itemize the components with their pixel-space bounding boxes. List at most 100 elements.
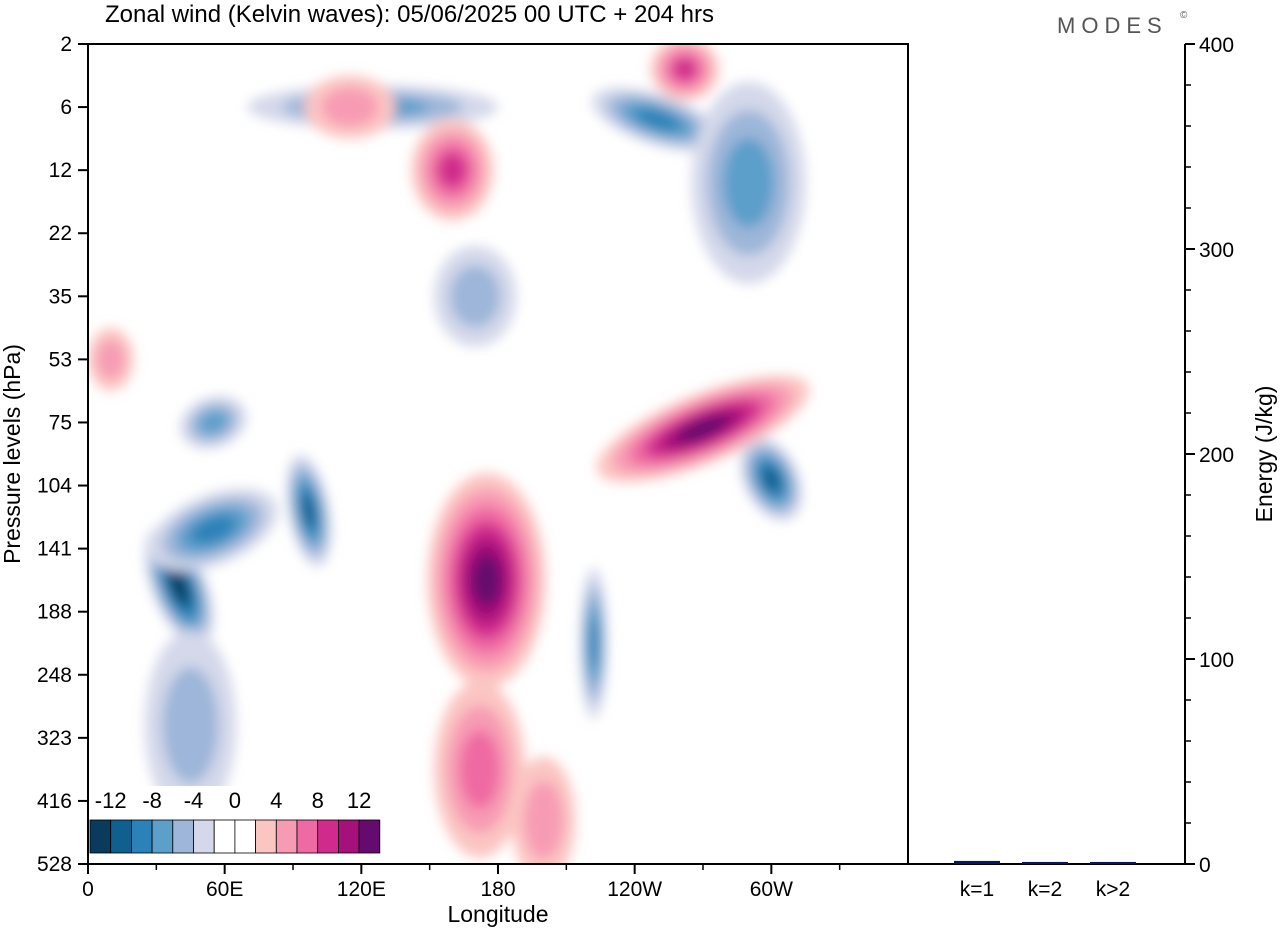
colorbar-swatch <box>234 819 256 854</box>
easterly-anomaly-9 <box>434 245 517 347</box>
colorbar-swatch <box>172 819 194 854</box>
colorbar-swatch <box>89 819 112 854</box>
contour-level <box>438 152 467 188</box>
colorbar-swatch <box>213 819 236 854</box>
colorbar-swatch <box>255 819 277 854</box>
colorbar-label: 4 <box>270 788 282 813</box>
contour-layers <box>88 44 810 864</box>
colorbar-swatch <box>337 819 360 854</box>
y-tick-label: 188 <box>37 601 72 624</box>
westerly-anomaly-14 <box>596 375 810 483</box>
y-axis-label: Pressure levels (hPa) <box>0 344 25 564</box>
contour-level <box>96 339 125 379</box>
colorbar-swatch <box>317 819 339 854</box>
contour-level <box>472 554 501 607</box>
colorbar-swatch <box>275 819 298 854</box>
y-tick-label: 416 <box>37 790 72 813</box>
x-tick-label: 0 <box>82 878 94 901</box>
colorbar-swatch <box>358 819 381 854</box>
y-axis-ticks: 2 6 12 22 35 53 75 104 141 188 248 323 416 528 <box>37 33 88 876</box>
contour-level <box>677 415 729 442</box>
hovmoller-panel: -12 -8 -4 0 4 8 12 0 60E 120E 180 120W 60W 2 6 12 22 35… <box>0 33 909 927</box>
x-tick-label: 180 <box>480 878 515 901</box>
x-tick-label: 60W <box>750 878 793 901</box>
y-tick-label: 35 <box>49 285 72 308</box>
colorbar-label: 8 <box>312 788 324 813</box>
y-tick-label: 248 <box>37 664 72 687</box>
energy-bar <box>1022 861 1068 864</box>
modes-logo-text: MODES <box>1057 13 1168 38</box>
colorbar-swatch <box>110 819 132 854</box>
contour-level <box>198 410 229 435</box>
energy-tick-label: 0 <box>1199 854 1211 877</box>
x-axis-label: Longitude <box>447 901 548 927</box>
westerly-anomaly-15 <box>650 44 719 101</box>
modes-logo: MODES © <box>1057 10 1188 38</box>
y-tick-label: 528 <box>37 853 72 876</box>
energy-bars: k=1 k=2 k>2 <box>954 860 1136 901</box>
modes-logo-mark: © <box>1180 10 1188 21</box>
energy-panel: k=1 k=2 k>2 0 100 200 300 400 Energy (J/kg) <box>908 34 1277 901</box>
easterly-anomaly-5 <box>691 81 806 284</box>
colorbar-swatch <box>193 819 215 854</box>
colorbar-swatch <box>130 819 153 854</box>
x-tick-label: 60E <box>206 878 243 901</box>
contour-field <box>88 44 810 864</box>
y-tick-label: 104 <box>37 475 72 498</box>
energy-tick-label: 200 <box>1199 444 1234 467</box>
easterly-anomaly-2 <box>286 454 332 567</box>
contour-level <box>170 572 188 601</box>
y-tick-label: 75 <box>49 411 72 434</box>
westerly-anomaly-18 <box>88 327 134 391</box>
colorbar-label: -8 <box>142 788 162 813</box>
contour-level <box>449 265 501 328</box>
contour-level <box>162 667 219 784</box>
energy-bar <box>954 860 1000 864</box>
y-tick-label: 6 <box>60 96 72 119</box>
contour-level <box>190 515 236 544</box>
chart-title: Zonal wind (Kelvin waves): 05/06/2025 00… <box>105 1 714 28</box>
colorbar-label: 12 <box>347 788 371 813</box>
contour-level <box>588 616 599 670</box>
contour-level <box>762 467 781 492</box>
energy-category-label: k>2 <box>1096 878 1130 901</box>
x-axis-ticks: 0 60E 120E 180 120W 60W <box>82 864 841 901</box>
easterly-anomaly-4 <box>591 87 723 152</box>
colorbar-swatch <box>296 819 319 854</box>
contour-level <box>672 58 697 81</box>
easterly-anomaly-1 <box>148 488 278 571</box>
colorbar: -12 -8 -4 0 4 8 12 <box>88 786 382 856</box>
contour-level <box>302 494 316 527</box>
contour-level <box>634 108 681 131</box>
easterly-anomaly-8 <box>180 396 247 449</box>
y-tick-label: 22 <box>49 222 72 245</box>
contour-level <box>723 137 774 228</box>
colorbar-label: -12 <box>95 788 127 813</box>
westerly-anomaly-13 <box>411 119 494 221</box>
colorbar-label: 0 <box>229 788 241 813</box>
y-tick-label: 141 <box>37 538 72 561</box>
energy-axis-label: Energy (J/kg) <box>1251 386 1277 523</box>
y-tick-label: 53 <box>49 348 72 371</box>
contour-level <box>523 781 564 859</box>
energy-tick-label: 100 <box>1199 649 1234 672</box>
energy-axis-ticks: 0 100 200 300 400 <box>1185 34 1234 877</box>
westerly-anomaly-16 <box>511 756 576 864</box>
easterly-anomaly-10 <box>144 630 237 820</box>
colorbar-swatch <box>151 819 174 854</box>
westerly-anomaly-17 <box>304 75 396 139</box>
westerly-anomaly-12 <box>434 681 526 858</box>
x-tick-label: 120W <box>607 878 662 901</box>
contour-level <box>321 87 378 127</box>
easterly-anomaly-7 <box>740 437 803 521</box>
energy-category-label: k=1 <box>960 878 994 901</box>
y-tick-label: 12 <box>49 159 72 182</box>
x-tick-label: 120E <box>337 878 386 901</box>
y-tick-label: 2 <box>60 33 72 56</box>
colorbar-label: -4 <box>184 788 204 813</box>
energy-category-label: k=2 <box>1028 878 1062 901</box>
energy-tick-label: 300 <box>1199 239 1234 262</box>
energy-tick-label: 400 <box>1199 34 1234 57</box>
contour-level <box>459 730 501 809</box>
